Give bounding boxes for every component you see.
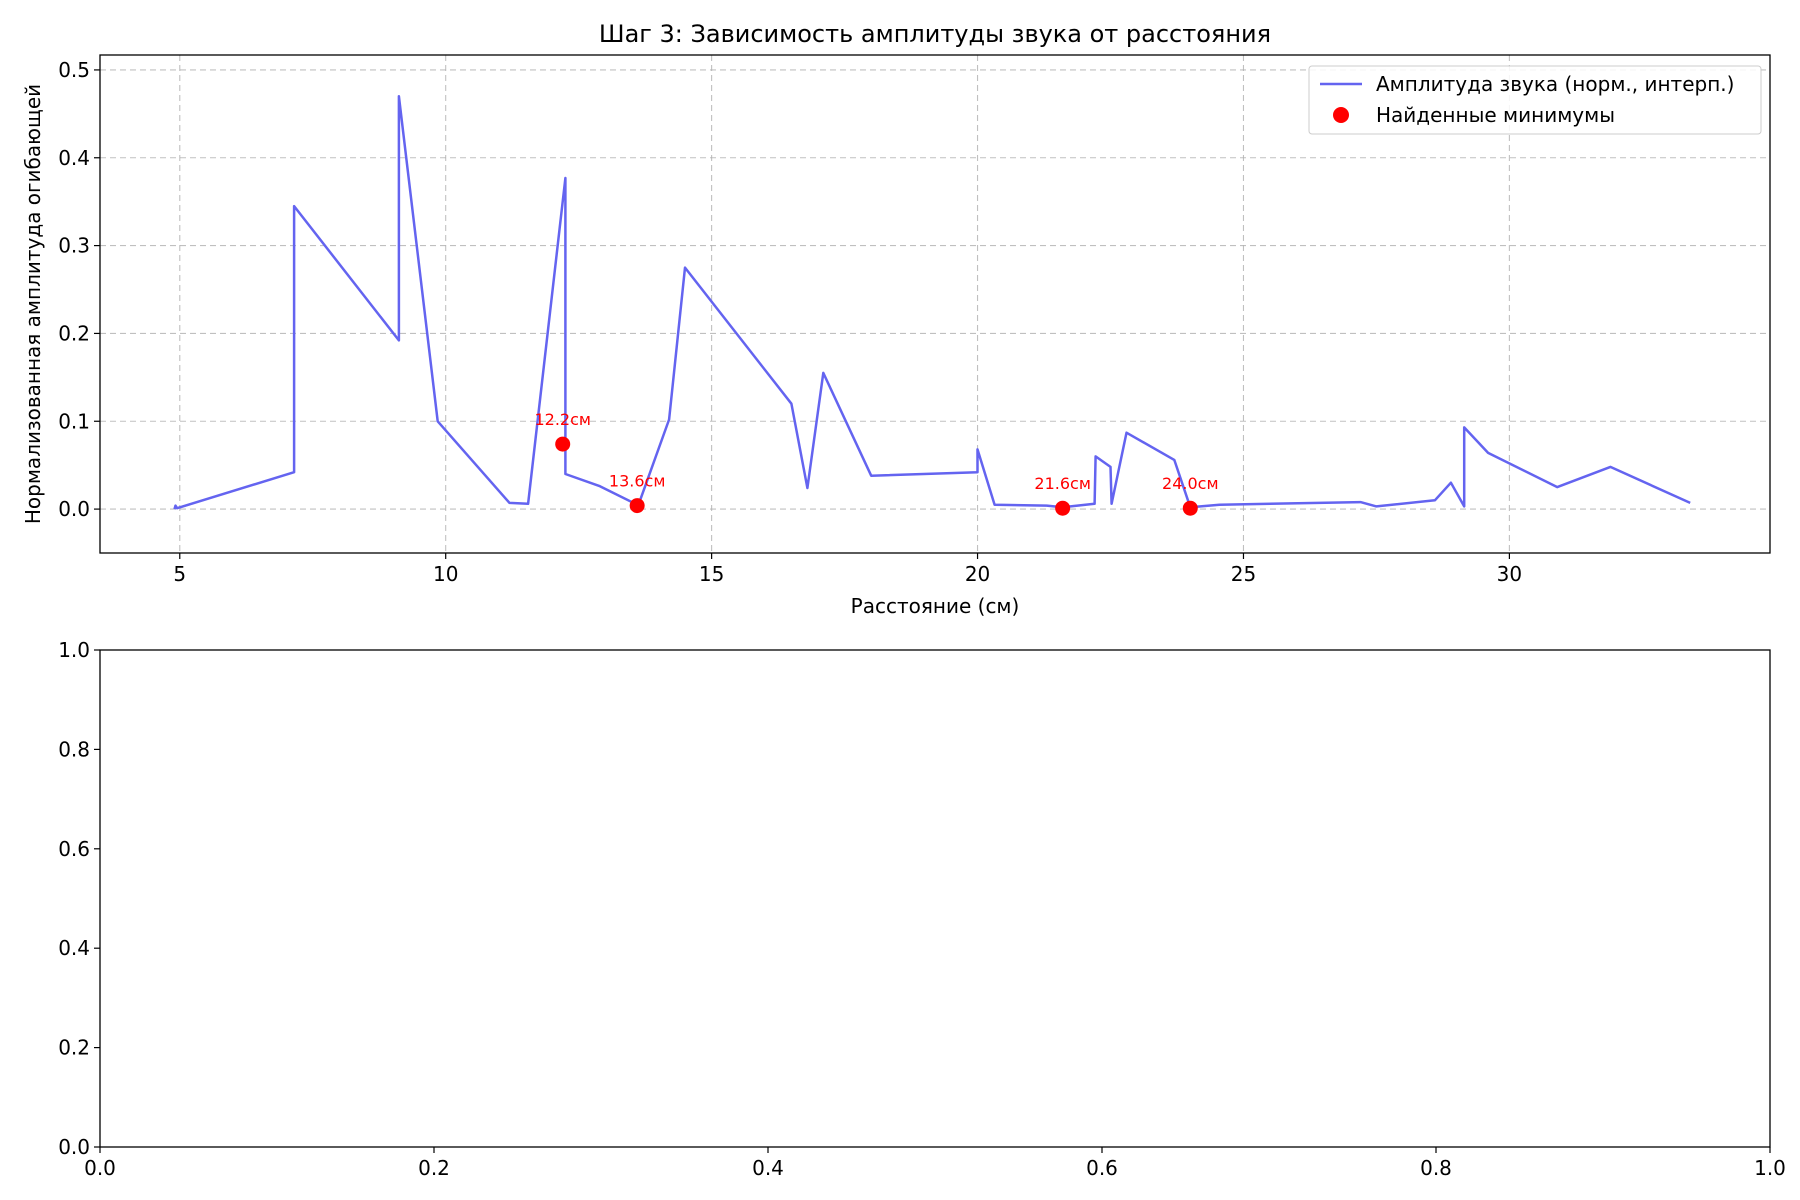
legend: Амплитуда звука (норм., интерп.) Найденн…	[1308, 65, 1762, 135]
legend-entry-amplitude: Амплитуда звука (норм., интерп.)	[1376, 72, 1734, 96]
x-tick-label: 5	[173, 562, 186, 586]
y-tick-label: 0.6	[58, 837, 90, 861]
legend-frame	[1308, 65, 1762, 135]
chart-title: Шаг 3: Зависимость амплитуды звука от ра…	[599, 20, 1271, 48]
x-tick-label: 0.6	[1086, 1156, 1118, 1180]
minimum-point	[1182, 500, 1198, 516]
legend-marker-swatch	[1333, 107, 1349, 123]
x-tick-label: 30	[1497, 562, 1522, 586]
x-tick-label: 0.2	[418, 1156, 450, 1180]
y-tick-label: 0.3	[58, 234, 90, 258]
legend-entry-minima: Найденные минимумы	[1376, 103, 1615, 127]
x-tick-label: 15	[699, 562, 724, 586]
ticks: 5 10 15 20 25 30 0.0 0.1 0.2 0.3 0.4 0.5	[58, 58, 1522, 586]
minimum-label: 13.6см	[609, 472, 666, 491]
y-tick-label: 0.4	[58, 936, 90, 960]
y-tick-label: 1.0	[58, 638, 90, 662]
y-tick-label: 0.0	[58, 497, 90, 521]
x-tick-label: 10	[433, 562, 458, 586]
x-tick-label: 0.4	[752, 1156, 784, 1180]
x-tick-label: 0.8	[1420, 1156, 1452, 1180]
x-tick-label: 20	[965, 562, 990, 586]
minimum-point	[629, 498, 645, 514]
ticks: 0.0 0.2 0.4 0.6 0.8 1.0 0.0 0.2 0.4 0.6 0.8 1.0	[58, 638, 1786, 1180]
minimum-point	[555, 436, 571, 452]
y-tick-label: 0.1	[58, 409, 90, 433]
y-tick-label: 0.5	[58, 58, 90, 82]
y-tick-label: 0.2	[58, 321, 90, 345]
x-tick-label: 1.0	[1754, 1156, 1786, 1180]
amplitude-line	[173, 95, 1691, 510]
minimum-label: 12.2см	[534, 410, 591, 429]
y-axis-label: Нормализованная амплитуда огибающей	[21, 84, 45, 524]
series-layer: 12.2см 13.6см 21.6см 24.0см	[173, 95, 1691, 516]
x-tick-label: 0.0	[84, 1156, 116, 1180]
y-tick-label: 0.4	[58, 146, 90, 170]
y-tick-label: 0.2	[58, 1036, 90, 1060]
x-axis-label: Расстояние (см)	[851, 594, 1020, 618]
top-chart: 12.2см 13.6см 21.6см 24.0см 5 10 15 20 25 30 0.0 0…	[21, 20, 1771, 618]
minimum-label: 24.0см	[1162, 474, 1219, 493]
plot-frame	[99, 54, 1771, 554]
y-tick-label: 0.0	[58, 1135, 90, 1159]
minimum-label: 21.6см	[1034, 474, 1091, 493]
bottom-chart: 0.0 0.2 0.4 0.6 0.8 1.0 0.0 0.2 0.4 0.6 0.8 1.0	[58, 638, 1786, 1180]
y-tick-label: 0.8	[58, 737, 90, 761]
minimum-point	[1055, 500, 1071, 516]
x-tick-label: 25	[1231, 562, 1256, 586]
plot-frame	[99, 649, 1771, 1148]
